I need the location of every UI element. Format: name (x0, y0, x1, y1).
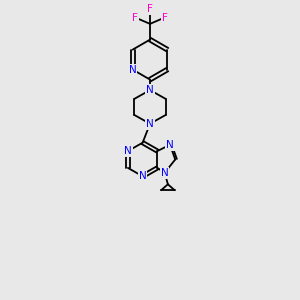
Text: N: N (161, 168, 169, 178)
Text: N: N (146, 85, 154, 95)
Text: F: F (147, 4, 153, 14)
Text: N: N (124, 146, 132, 156)
Text: N: N (146, 119, 154, 129)
Text: F: F (162, 13, 168, 22)
Text: F: F (132, 13, 138, 22)
Text: N: N (139, 171, 146, 181)
Text: N: N (166, 140, 174, 150)
Text: N: N (129, 64, 136, 75)
